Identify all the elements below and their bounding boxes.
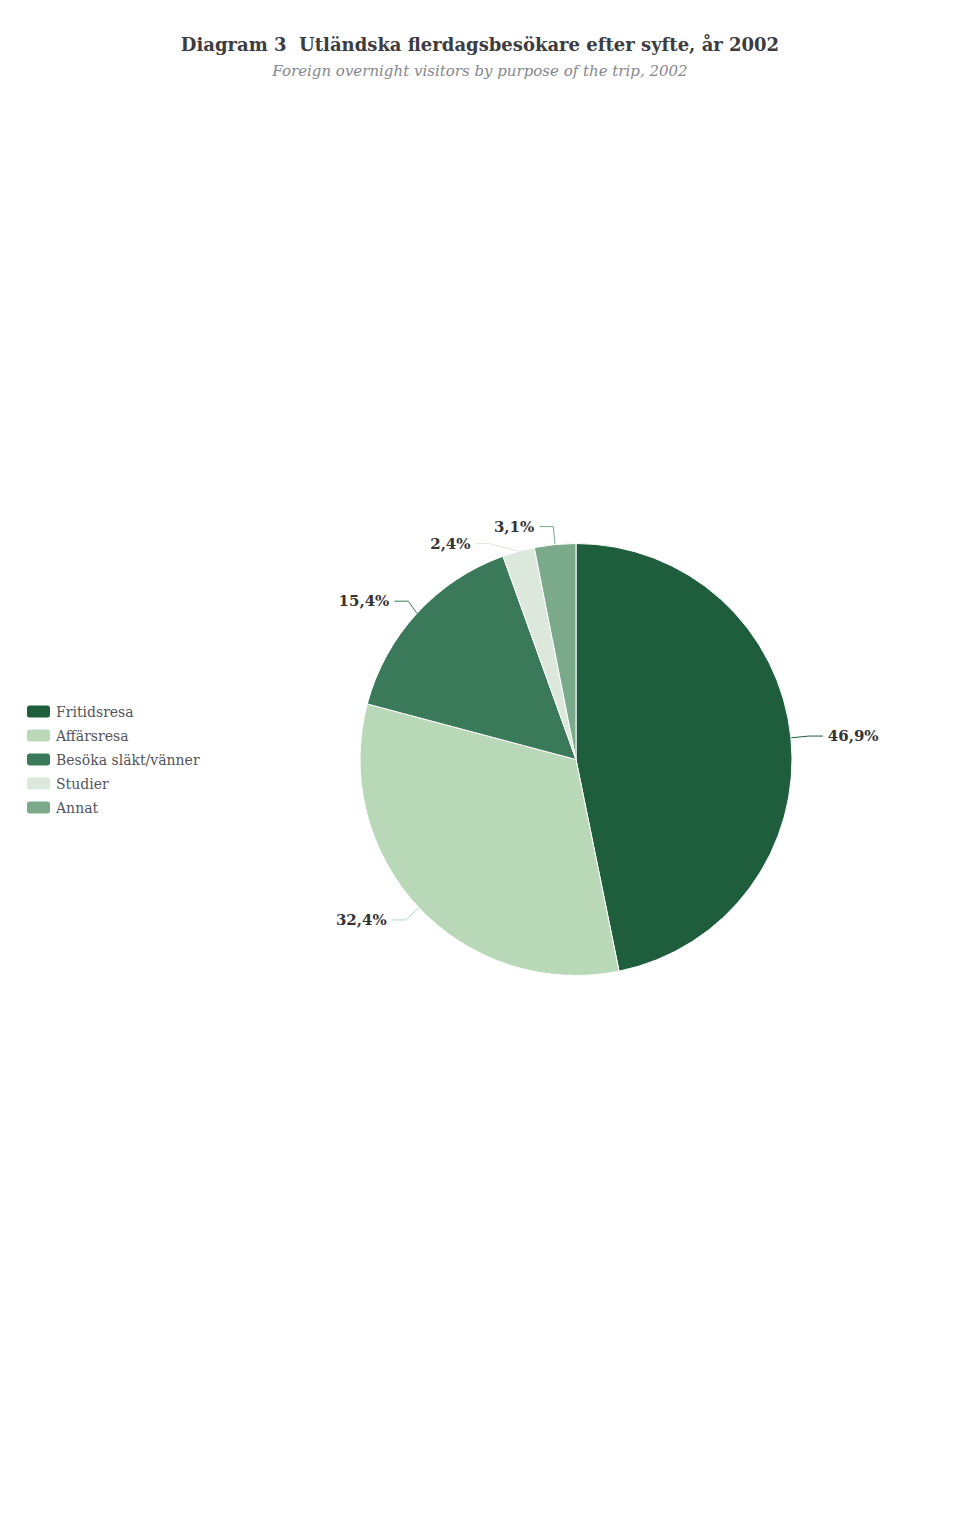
svg-text:3,1%: 3,1% (494, 518, 534, 536)
svg-text:Affärsresa: Affärsresa (55, 728, 129, 744)
svg-text:32,4%: 32,4% (336, 911, 387, 929)
svg-text:Studier: Studier (56, 776, 109, 792)
svg-text:15,4%: 15,4% (339, 592, 390, 610)
svg-text:Foreign overnight visitors by: Foreign overnight visitors by purpose of… (271, 62, 687, 80)
svg-text:Diagram 3 Utländska flerdagsb: Diagram 3 Utländska flerdagsbesökare eft… (181, 33, 779, 55)
svg-text:Annat: Annat (55, 800, 98, 816)
svg-text:Fritidsresa: Fritidsresa (56, 704, 134, 720)
svg-text:46,9%: 46,9% (828, 727, 879, 745)
svg-text:2,4%: 2,4% (430, 535, 470, 553)
svg-text:Besöka släkt/vänner: Besöka släkt/vänner (56, 752, 200, 768)
